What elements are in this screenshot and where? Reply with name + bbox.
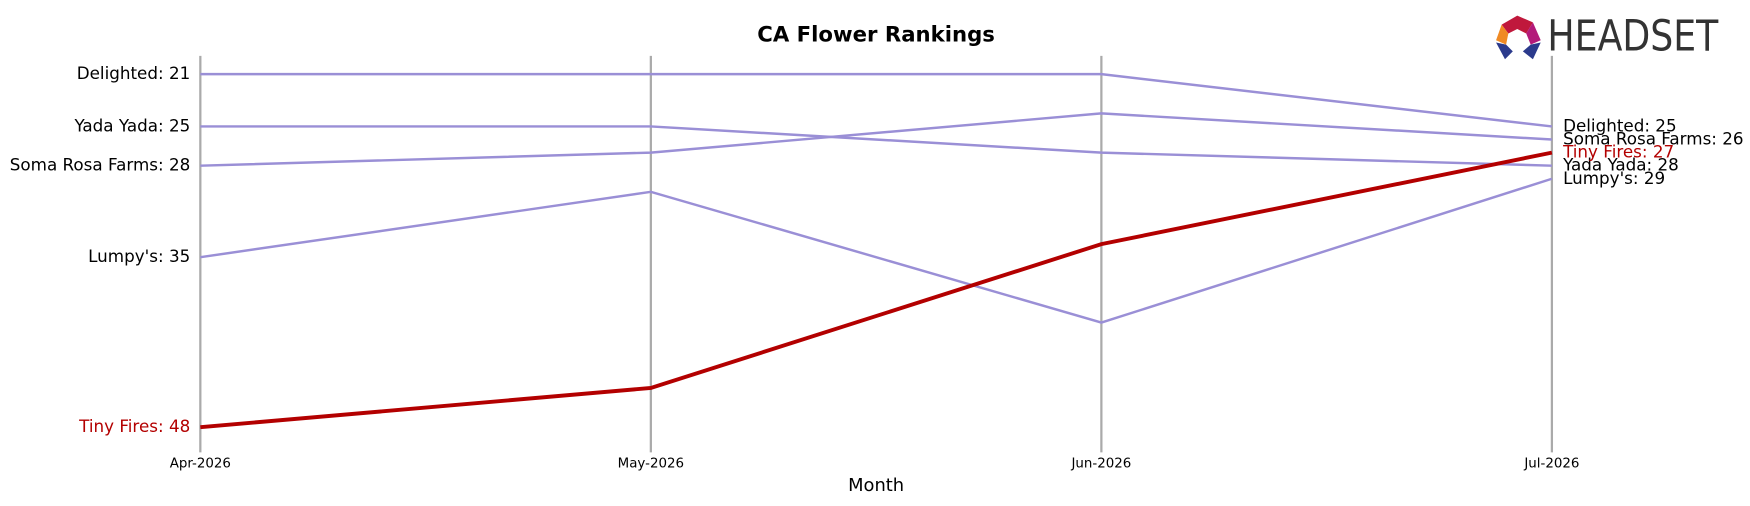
- logo-mark: [1522, 42, 1541, 60]
- x-tick-label: Jun-2026: [1070, 457, 1131, 472]
- logo-mark: [1501, 15, 1533, 34]
- value-label: Yada Yada: 28: [1562, 155, 1679, 175]
- logo-mark: [1496, 42, 1513, 60]
- value-label: Tiny Fires: 48: [78, 416, 190, 436]
- logo-text: HEADSET: [1547, 13, 1719, 62]
- series-line: [200, 72, 1553, 128]
- value-label: Lumpy's: 29: [1563, 168, 1665, 188]
- logo: HEADSET: [1496, 13, 1719, 62]
- series-line: [200, 150, 1553, 430]
- value-label: Tiny Fires: 27: [1562, 142, 1674, 162]
- x-tick-label: Jul-2026: [1523, 457, 1579, 472]
- chart-title: CA Flower Rankings: [757, 23, 995, 48]
- value-label: Soma Rosa Farms: 26: [1563, 129, 1744, 149]
- series-line: [200, 125, 1552, 167]
- x-tick-label: May-2026: [618, 457, 684, 472]
- value-label: Soma Rosa Farms: 28: [10, 155, 191, 175]
- value-label: Lumpy's: 35: [88, 246, 190, 266]
- series-line: [200, 177, 1553, 324]
- value-label: Yada Yada: 25: [73, 115, 190, 135]
- series-line: [200, 112, 1552, 167]
- logo-mark: [1496, 24, 1509, 45]
- value-label: Delighted: 25: [1563, 115, 1677, 135]
- x-axis-label: Month: [848, 475, 904, 496]
- value-label: Delighted: 21: [77, 63, 191, 83]
- x-tick-label: Apr-2026: [170, 457, 231, 472]
- logo-mark: [1526, 22, 1541, 45]
